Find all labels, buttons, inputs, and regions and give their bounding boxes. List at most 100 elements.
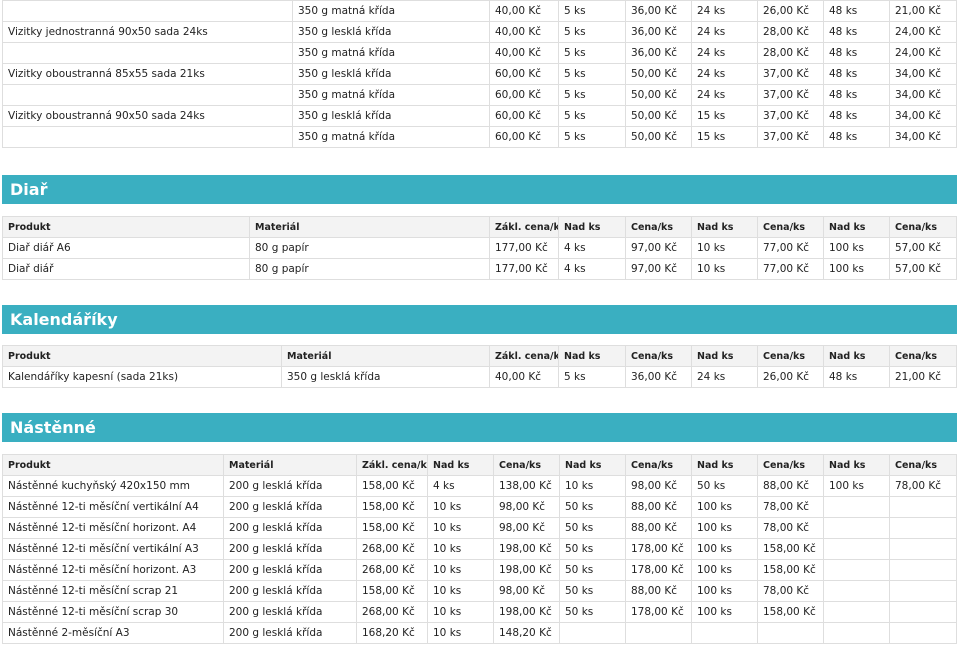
table-cell: Vizitky jednostranná 90x50 sada 24ks [2, 21, 293, 43]
table-row: Nástěnné kuchyňský 420x150 mm 200 g leskl… [2, 475, 957, 497]
table-cell: 37,00 Kč [757, 126, 824, 148]
table-cell: 40,00 Kč [489, 42, 559, 64]
column-header: Materiál [249, 216, 490, 238]
table-cell: 78,00 Kč [889, 475, 957, 497]
table-cell: 50,00 Kč [625, 63, 692, 85]
table-cell: 350 g lesklá křída [292, 63, 490, 85]
table-cell [559, 622, 626, 644]
table-cell: 350 g matná křída [292, 42, 490, 64]
table-row: Nástěnné 12-ti měsíční horizont. A3 200 g… [2, 559, 957, 581]
table-cell: 200 g lesklá křída [223, 475, 357, 497]
table-cell: 350 g matná křída [292, 0, 490, 22]
column-header: Nad ks [558, 216, 626, 238]
table-cell: 24 ks [691, 21, 758, 43]
table-cell: 158,00 Kč [356, 475, 428, 497]
section-title-kalendariky: Kalendáříky [2, 305, 957, 334]
table-cell: 26,00 Kč [757, 0, 824, 22]
table-cell: 158,00 Kč [757, 601, 824, 623]
table-cell: 10 ks [427, 538, 494, 560]
table-cell: 158,00 Kč [757, 538, 824, 560]
column-header: Produkt [2, 216, 250, 238]
table-cell: 24,00 Kč [889, 21, 957, 43]
table-cell: 34,00 Kč [889, 84, 957, 106]
table-cell: 98,00 Kč [493, 580, 560, 602]
table-cell: 178,00 Kč [625, 559, 692, 581]
table-cell: 200 g lesklá křída [223, 517, 357, 539]
column-header: Cena/ks [757, 454, 824, 476]
table-cell: 200 g lesklá křída [223, 580, 357, 602]
table-cell: 350 g lesklá křída [292, 21, 490, 43]
table-cell: Diař diář A6 [2, 237, 250, 259]
section-title-nastenne: Nástěnné [2, 413, 957, 442]
table-cell: 177,00 Kč [489, 258, 559, 280]
table-cell [2, 84, 293, 106]
table-cell: 50 ks [559, 517, 626, 539]
table-cell: 88,00 Kč [625, 580, 692, 602]
table-cell: 200 g lesklá křída [223, 622, 357, 644]
table-row: 350 g matná křída 40,00 Kč 5 ks 36,00 Kč 24 … [2, 42, 957, 64]
table-header-row: Produkt Materiál Zákl. cena/ks Nad ks Cena/k… [2, 345, 957, 367]
column-header: Nad ks [427, 454, 494, 476]
table-cell: 268,00 Kč [356, 601, 428, 623]
table-row: Nástěnné 12-ti měsíční scrap 21 200 g les… [2, 580, 957, 602]
table-cell: 48 ks [823, 0, 890, 22]
table-row: Vizitky jednostranná 90x50 sada 24ks 350 … [2, 21, 957, 43]
table-cell: 178,00 Kč [625, 601, 692, 623]
table-cell: 34,00 Kč [889, 105, 957, 127]
column-header: Cena/ks [493, 454, 560, 476]
table-cell: 48 ks [823, 21, 890, 43]
table-cell: 148,20 Kč [493, 622, 560, 644]
vizitky-table: 350 g matná křída 40,00 Kč 5 ks 36,00 Kč 24 … [2, 0, 957, 148]
table-cell: 5 ks [558, 42, 626, 64]
table-cell: 50,00 Kč [625, 126, 692, 148]
table-cell: 50 ks [691, 475, 758, 497]
table-cell [2, 42, 293, 64]
table-cell: Nástěnné 12-ti měsíční scrap 30 [2, 601, 224, 623]
table-cell: 88,00 Kč [625, 517, 692, 539]
table-row: Nástěnné 2-měsíční A3 200 g lesklá křída 1… [2, 622, 957, 644]
table-cell [889, 496, 957, 518]
table-header-row: Produkt Materiál Zákl. cena/ks Nad ks Cena/k… [2, 216, 957, 238]
table-cell [823, 601, 890, 623]
column-header: Nad ks [823, 216, 890, 238]
table-cell: 98,00 Kč [625, 475, 692, 497]
table-cell: 50 ks [559, 601, 626, 623]
table-cell: 10 ks [427, 496, 494, 518]
table-cell: 48 ks [823, 366, 890, 388]
table-cell: 24 ks [691, 0, 758, 22]
table-cell [889, 622, 957, 644]
table-cell: 5 ks [558, 366, 626, 388]
table-cell: 100 ks [691, 601, 758, 623]
table-cell: 5 ks [558, 105, 626, 127]
table-cell: 26,00 Kč [757, 366, 824, 388]
table-cell: 60,00 Kč [489, 126, 559, 148]
table-cell: 100 ks [823, 237, 890, 259]
table-cell: 5 ks [558, 0, 626, 22]
table-cell: Vizitky oboustranná 90x50 sada 24ks [2, 105, 293, 127]
table-cell: Nástěnné 2-měsíční A3 [2, 622, 224, 644]
table-cell: 198,00 Kč [493, 601, 560, 623]
table-cell: Nástěnné 12-ti měsíční vertikální A4 [2, 496, 224, 518]
table-cell: 200 g lesklá křída [223, 559, 357, 581]
table-cell: 48 ks [823, 105, 890, 127]
table-cell: 10 ks [427, 559, 494, 581]
table-cell: Nástěnné kuchyňský 420x150 mm [2, 475, 224, 497]
diar-table: Produkt Materiál Zákl. cena/ks Nad ks Cena/k… [2, 216, 957, 280]
column-header: Cena/ks [625, 454, 692, 476]
table-cell: 50 ks [559, 496, 626, 518]
column-header: Cena/ks [625, 345, 692, 367]
table-cell: 100 ks [691, 580, 758, 602]
table-cell: 78,00 Kč [757, 517, 824, 539]
table-cell: 138,00 Kč [493, 475, 560, 497]
table-cell: 5 ks [558, 84, 626, 106]
table-row: 350 g matná křída 60,00 Kč 5 ks 50,00 Kč 24 … [2, 84, 957, 106]
table-cell: 37,00 Kč [757, 63, 824, 85]
table-cell: 158,00 Kč [356, 496, 428, 518]
table-cell: 5 ks [558, 21, 626, 43]
table-cell [823, 622, 890, 644]
table-cell: 350 g lesklá křída [292, 105, 490, 127]
table-row: Nástěnné 12-ti měsíční vertikální A4 200 … [2, 496, 957, 518]
table-row: Nástěnné 12-ti měsíční scrap 30 200 g les… [2, 601, 957, 623]
table-row: Vizitky oboustranná 85x55 sada 21ks 350 g… [2, 63, 957, 85]
table-cell [625, 622, 692, 644]
